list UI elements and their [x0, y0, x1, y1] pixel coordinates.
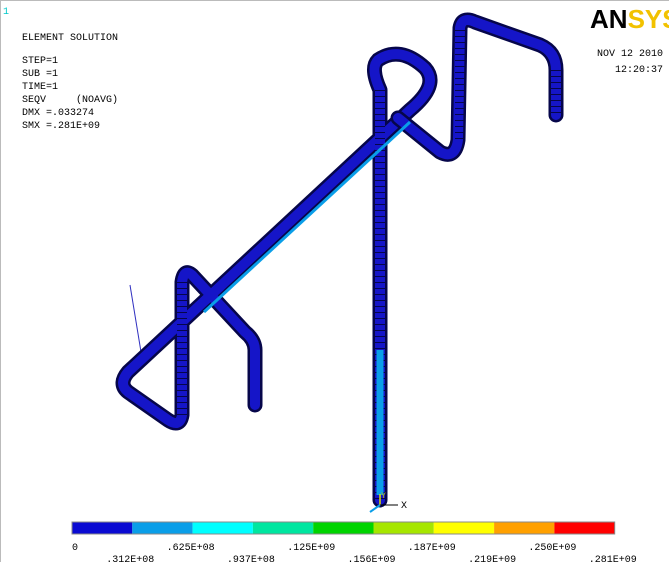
legend-swatch: [494, 522, 554, 534]
info-line: STEP=1: [22, 56, 58, 67]
legend-swatch: [313, 522, 373, 534]
legend-label: .156E+09: [347, 555, 395, 562]
background: [0, 0, 669, 562]
legend-label: .625E+08: [167, 543, 215, 554]
legend-swatch: [374, 522, 434, 534]
legend-swatch: [434, 522, 494, 534]
legend-label: .187E+09: [408, 543, 456, 554]
logo: ANSYS: [590, 4, 669, 34]
axis-y-label: Y: [381, 492, 386, 501]
info-title: ELEMENT SOLUTION: [22, 33, 118, 44]
axis-x-label: X: [401, 501, 407, 512]
legend-swatch: [554, 522, 614, 534]
logo-yellow: SYS: [628, 4, 669, 34]
info-line: TIME=1: [22, 82, 58, 93]
time: 12:20:37: [615, 65, 663, 76]
legend-label: .250E+09: [528, 543, 576, 554]
window-number: 1: [3, 7, 9, 18]
info-line: SUB =1: [22, 69, 58, 80]
legend-label: .312E+08: [106, 555, 154, 562]
info-line: SEQV (NOAVG): [22, 94, 118, 106]
ansys-window: 1 ELEMENT SOLUTION STEP=1 SUB =1 TIME=1SEQ…: [0, 0, 669, 562]
legend-label: .125E+09: [287, 543, 335, 554]
legend-swatch: [132, 522, 192, 534]
logo-black: AN: [590, 4, 628, 34]
date: NOV 12 2010: [597, 49, 663, 60]
info-line: DMX =.033274: [22, 108, 94, 119]
legend-label: .281E+09: [589, 555, 637, 562]
info-line: SMX =.281E+09: [22, 121, 100, 132]
legend-swatch: [72, 522, 132, 534]
legend-label: .219E+09: [468, 555, 516, 562]
legend-label: 0: [72, 543, 78, 554]
legend-swatch: [193, 522, 253, 534]
legend-label: .937E+08: [227, 555, 275, 562]
legend-swatch: [253, 522, 313, 534]
